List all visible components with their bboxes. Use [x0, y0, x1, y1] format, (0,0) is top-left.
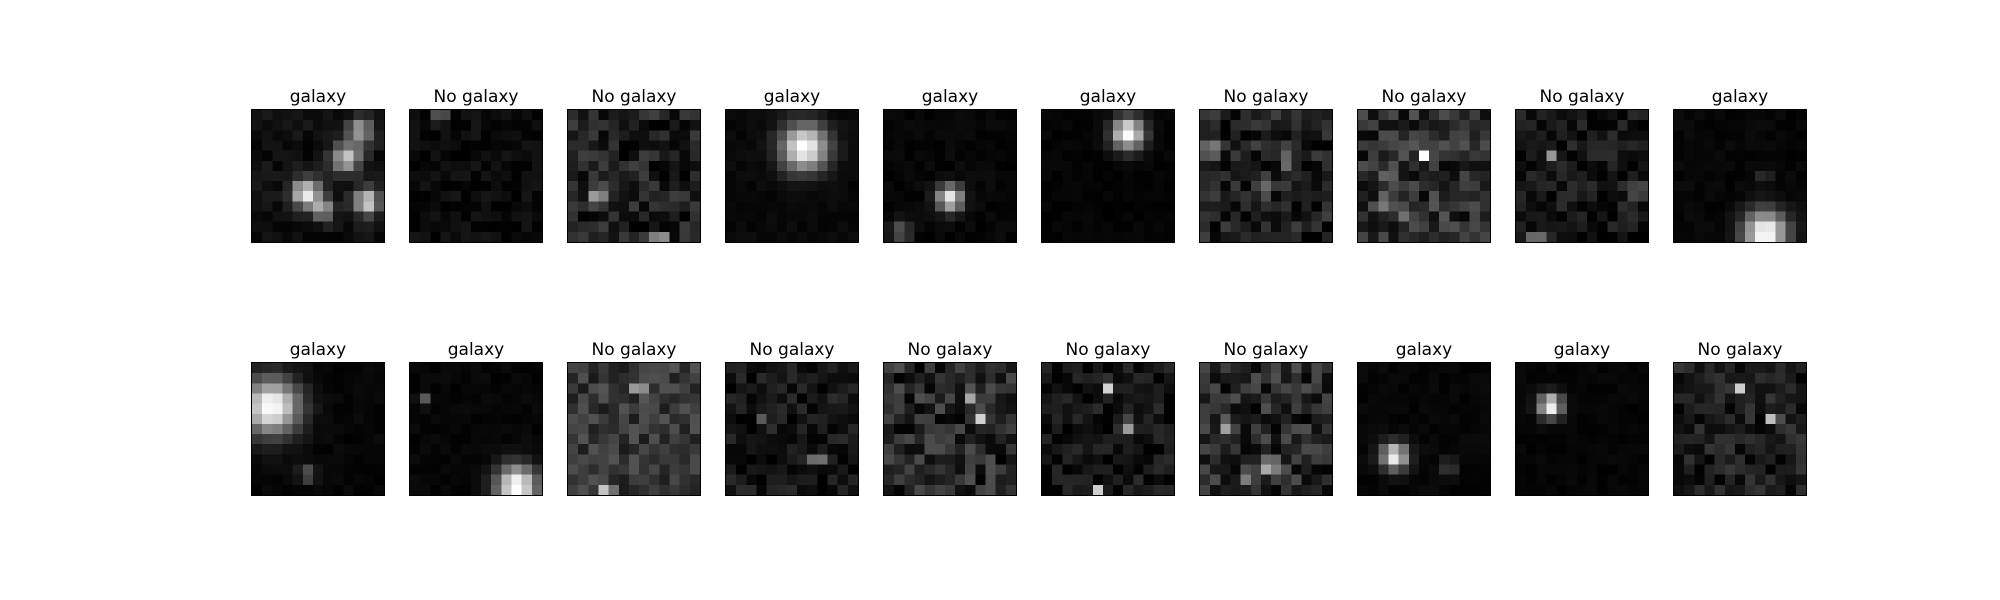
cutout-image [1042, 110, 1174, 242]
cutout-label: galaxy [1711, 87, 1769, 107]
cutout-label: galaxy [1079, 87, 1137, 107]
cutout-label: No galaxy [1381, 87, 1467, 107]
cutout-label: No galaxy [1539, 87, 1625, 107]
cutout-label: galaxy [289, 87, 347, 107]
cutout-image [1358, 363, 1490, 495]
cutout-label: No galaxy [1697, 340, 1783, 360]
cutout-label: galaxy [763, 87, 821, 107]
cutout-label: galaxy [921, 87, 979, 107]
cutout-image [1674, 363, 1806, 495]
cutout-image [1042, 363, 1174, 495]
cutout-image [1516, 110, 1648, 242]
cutout-image [884, 110, 1016, 242]
cutout-image [252, 363, 384, 495]
cutout-label: No galaxy [749, 340, 835, 360]
cutout-label: No galaxy [591, 340, 677, 360]
cutout-image [568, 110, 700, 242]
cutout-label: No galaxy [907, 340, 993, 360]
cutout-image [1674, 110, 1806, 242]
cutout-image [410, 363, 542, 495]
cutout-label: No galaxy [1065, 340, 1151, 360]
cutout-image [252, 110, 384, 242]
cutout-label: galaxy [1553, 340, 1611, 360]
cutout-image [726, 110, 858, 242]
cutout-image [884, 363, 1016, 495]
cutout-label: No galaxy [591, 87, 677, 107]
cutout-label: No galaxy [1223, 340, 1309, 360]
cutout-label: No galaxy [433, 87, 519, 107]
cutout-image [1516, 363, 1648, 495]
cutout-image [1358, 110, 1490, 242]
cutout-label: No galaxy [1223, 87, 1309, 107]
cutout-image [1200, 110, 1332, 242]
cutout-image [1200, 363, 1332, 495]
cutout-label: galaxy [289, 340, 347, 360]
cutout-image [568, 363, 700, 495]
cutout-image [410, 110, 542, 242]
cutout-image [726, 363, 858, 495]
cutout-label: galaxy [447, 340, 505, 360]
cutout-label: galaxy [1395, 340, 1453, 360]
